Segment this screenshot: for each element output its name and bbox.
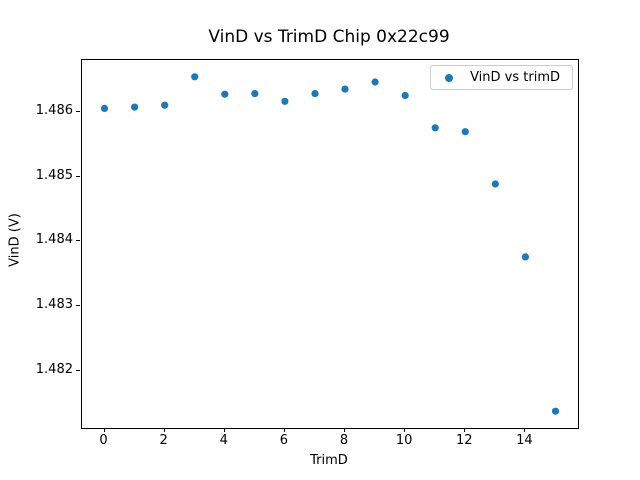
x-tick-label: 10 — [395, 433, 413, 448]
y-tick-mark — [76, 111, 80, 113]
x-tick-mark — [464, 428, 466, 432]
legend-label: VinD vs trimD — [470, 70, 560, 85]
scatter-point — [221, 90, 229, 98]
legend: VinD vs trimD — [430, 65, 573, 90]
scatter-point — [161, 101, 169, 109]
plot-area: VinD vs trimD — [81, 59, 579, 429]
x-tick-label: 6 — [279, 433, 289, 448]
x-axis-label: TrimD — [310, 453, 348, 468]
x-tick-label: 8 — [339, 433, 349, 448]
y-tick-label: 1.484 — [35, 232, 73, 248]
scatter-points-layer — [100, 73, 560, 415]
scatter-point — [431, 124, 439, 132]
y-tick-mark — [76, 175, 80, 177]
scatter-point — [371, 78, 379, 86]
y-tick-label: 1.483 — [35, 297, 73, 312]
x-tick-mark — [524, 428, 526, 432]
y-tick-mark — [76, 305, 80, 306]
y-axis-label: VinD (V) — [7, 213, 23, 267]
x-tick-label: 2 — [159, 433, 168, 448]
scatter-point — [341, 85, 349, 93]
x-tick-mark — [103, 428, 105, 432]
x-tick-label: 0 — [99, 433, 108, 448]
scatter-point — [281, 97, 289, 105]
x-tick-label: 12 — [456, 433, 473, 448]
y-tick-label: 1.486 — [35, 103, 73, 119]
x-tick-mark — [223, 428, 225, 432]
y-tick-mark — [76, 240, 80, 242]
x-tick-mark — [344, 428, 345, 432]
scatter-point — [461, 128, 469, 136]
scatter-point — [401, 91, 409, 100]
x-tick-mark — [404, 428, 406, 432]
chart-title: VinD vs TrimD Chip 0x22c99 — [208, 27, 450, 47]
y-tick-mark — [76, 369, 80, 371]
scatter-point — [191, 73, 199, 81]
y-tick-label: 1.482 — [35, 361, 73, 377]
x-tick-mark — [283, 428, 285, 432]
scatter-point — [311, 90, 319, 98]
x-tick-label: 4 — [219, 433, 228, 448]
x-tick-label: 14 — [516, 433, 533, 448]
x-tick-mark — [163, 428, 165, 432]
y-tick-label: 1.485 — [35, 167, 73, 183]
scatter-point — [521, 253, 529, 261]
scatter-point — [551, 407, 560, 415]
legend-marker-dot-icon — [445, 73, 454, 82]
scatter-point — [100, 104, 109, 112]
scatter-point — [491, 180, 499, 188]
scatter-point — [251, 90, 259, 98]
scatter-point — [131, 103, 139, 111]
